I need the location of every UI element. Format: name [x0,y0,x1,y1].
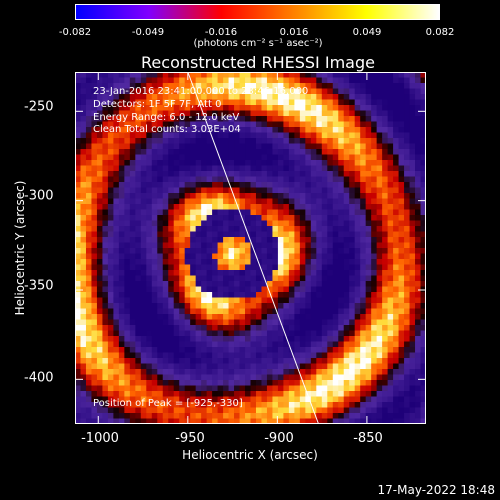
x-tick-label: -900 [264,431,294,446]
colorbar-tick: -0.082 [58,27,92,38]
chart-title: Reconstructed RHESSI Image [141,53,375,72]
timestamp: 17-May-2022 18:48 [377,483,495,497]
colorbar-tick: 0.082 [425,27,455,38]
x-tick-label: -850 [353,431,383,446]
y-tick-label: -400 [24,370,54,386]
x-tick-label: -1000 [81,431,119,446]
colorbar-tick: 0.049 [352,27,382,38]
colorbar-units: (photons cm⁻² s⁻¹ asec⁻²) [193,38,323,49]
limb-line [187,72,320,424]
heatmap-plot [75,72,426,424]
info-clean-counts: Clean Total counts: 3.03E+04 [93,124,241,135]
colorbar-tick: 0.016 [279,27,309,38]
x-tick-label: -950 [175,431,205,446]
y-axis-label: Heliocentric Y (arcsec) [13,180,27,316]
peak-position-label: Position of Peak = [-925,-330] [93,398,243,409]
colorbar-tick: -0.016 [204,27,238,38]
y-tick-label: -250 [24,99,54,115]
y-tick-label: -300 [24,188,54,204]
info-detectors: Detectors: 1F 5F 7F, Att 0 [93,99,222,110]
info-energy-range: Energy Range: 6.0 - 12.0 keV [93,112,240,123]
plot-frame [75,72,426,424]
y-tick-label: -350 [24,278,54,294]
info-time-range: 23-Jan-2016 23:41:00.000 to 23:46:16.000 [93,86,309,97]
colorbar-tick: -0.049 [131,27,165,38]
heatmap-cells [75,72,426,424]
x-axis-label: Heliocentric X (arcsec) [182,448,318,462]
colorbar [75,4,440,20]
